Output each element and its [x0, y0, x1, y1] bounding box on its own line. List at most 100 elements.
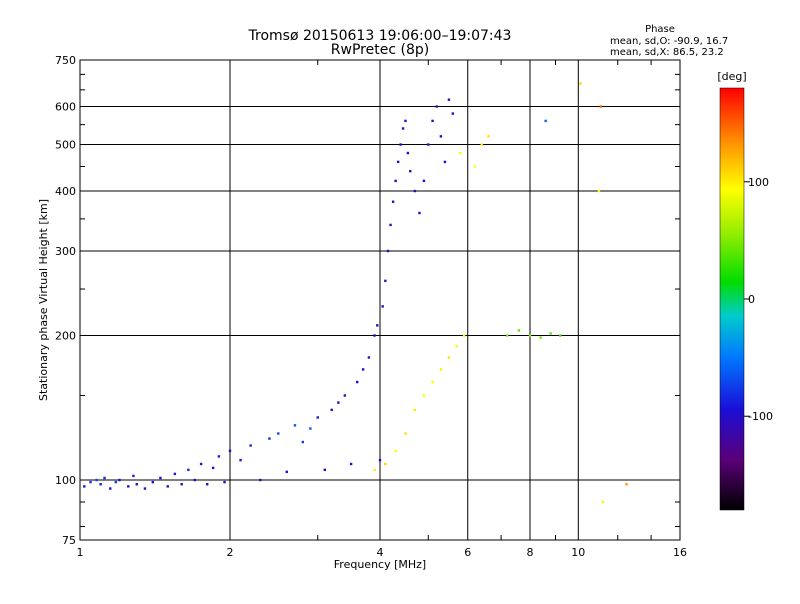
data-point	[439, 368, 443, 371]
data-point	[193, 478, 197, 482]
x-tick-label: 6	[464, 546, 471, 559]
data-point	[205, 483, 209, 486]
data-point	[422, 394, 426, 397]
y-tick-label: 200	[55, 330, 76, 343]
data-point	[597, 189, 601, 193]
data-point	[439, 135, 443, 138]
plot-area: 1 2 4 6 8 10 16 75 100 200 300 400 500 600 750	[55, 54, 687, 559]
data-point	[455, 345, 458, 348]
colorbar-tick-label: -100	[748, 410, 773, 423]
data-point	[391, 200, 395, 203]
data-point	[337, 401, 340, 404]
phase-title: Phase	[645, 24, 675, 35]
data-point	[396, 160, 400, 164]
data-point	[180, 483, 183, 486]
y-tick-label: 100	[55, 474, 76, 487]
data-point	[431, 119, 434, 123]
data-point	[127, 485, 130, 488]
data-point	[394, 449, 397, 453]
data-point	[447, 356, 451, 359]
data-point	[505, 334, 509, 337]
data-point	[431, 380, 434, 384]
data-point	[103, 476, 106, 480]
x-tick-label: 8	[527, 546, 534, 559]
data-point	[599, 105, 603, 108]
data-point	[447, 98, 451, 101]
chart-subtitle: RwPretec (8p)	[331, 42, 429, 58]
data-point	[384, 279, 387, 283]
x-tick-label: 16	[673, 546, 687, 559]
data-point	[544, 119, 547, 123]
data-point	[277, 432, 280, 435]
colorbar	[719, 87, 745, 511]
data-point	[399, 143, 402, 146]
colorbar-ticks: 100 0 -100	[744, 176, 773, 423]
data-point	[559, 334, 562, 337]
data-point	[549, 332, 552, 335]
data-point	[211, 466, 215, 470]
data-point	[413, 189, 417, 193]
data-point	[406, 151, 410, 155]
data-point	[394, 179, 397, 183]
data-point	[422, 179, 426, 183]
data-point	[401, 127, 405, 130]
data-point	[199, 462, 203, 466]
data-point	[517, 329, 521, 332]
data-point	[579, 82, 582, 85]
x-tick-label: 2	[227, 546, 234, 559]
data-point	[249, 444, 252, 447]
data-point	[118, 478, 121, 482]
colorbar-tick-label: 0	[748, 293, 755, 306]
phase-line-x: mean, sd,X: 86.5, 23.2	[610, 47, 724, 58]
data-point	[89, 480, 92, 484]
data-point	[309, 427, 312, 430]
data-point	[601, 500, 605, 504]
data-point	[293, 424, 297, 427]
data-point	[381, 305, 384, 308]
y-tick-label: 600	[55, 101, 76, 114]
data-point	[143, 487, 147, 490]
data-point	[166, 485, 169, 488]
data-point	[376, 324, 379, 327]
data-point	[132, 474, 135, 478]
data-point	[413, 408, 417, 412]
data-point	[323, 468, 327, 472]
data-point	[301, 440, 305, 444]
data-point	[367, 356, 371, 359]
data-point	[427, 143, 430, 146]
data-point	[384, 462, 387, 466]
data-point	[187, 468, 190, 472]
y-tick-label: 750	[55, 54, 76, 67]
y-tick-label: 300	[55, 245, 76, 258]
data-point	[135, 483, 138, 486]
data-point	[268, 437, 271, 440]
data-point	[404, 119, 407, 123]
data-point	[159, 476, 162, 480]
data-point	[259, 478, 262, 482]
data-point	[83, 485, 86, 488]
data-point	[285, 470, 288, 474]
data-point	[343, 394, 347, 397]
data-point	[625, 483, 628, 486]
data-point	[151, 480, 155, 484]
y-tick-label: 400	[55, 185, 76, 198]
data-point	[223, 480, 226, 484]
data-point	[480, 143, 483, 146]
data-point	[443, 160, 447, 164]
data-point	[462, 334, 466, 337]
y-tick-label: 500	[55, 139, 76, 152]
data-point	[539, 336, 542, 339]
colorbar-tick-label: 100	[748, 176, 769, 189]
data-point	[316, 416, 319, 419]
data-point	[217, 455, 221, 458]
colorbar-label: [deg]	[717, 70, 746, 83]
data-point	[473, 165, 477, 168]
data-point	[435, 105, 438, 108]
data-point	[173, 472, 177, 476]
data-point	[228, 449, 232, 453]
phase-line-o: mean, sd,O: -90.9, 16.7	[610, 36, 728, 47]
data-point	[330, 408, 333, 412]
data-point	[349, 462, 353, 466]
data-point	[95, 478, 98, 482]
